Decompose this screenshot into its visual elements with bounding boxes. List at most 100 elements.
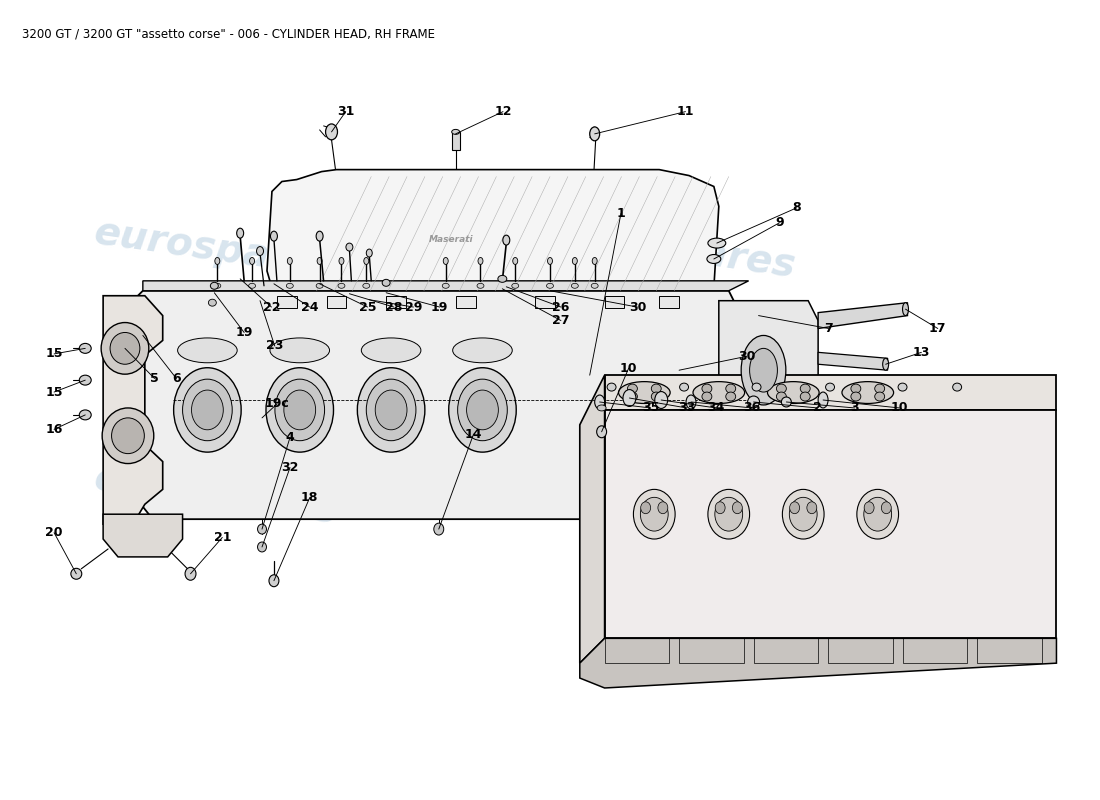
Text: 6: 6 bbox=[172, 372, 180, 385]
Polygon shape bbox=[327, 296, 346, 308]
Ellipse shape bbox=[800, 392, 811, 401]
Polygon shape bbox=[580, 638, 1056, 688]
Text: eurospares: eurospares bbox=[550, 213, 799, 285]
Ellipse shape bbox=[752, 383, 761, 391]
Polygon shape bbox=[103, 514, 183, 557]
Ellipse shape bbox=[826, 383, 835, 391]
Ellipse shape bbox=[79, 375, 91, 385]
Text: 3200 GT / 3200 GT "assetto corse" - 006 - CYLINDER HEAD, RH FRAME: 3200 GT / 3200 GT "assetto corse" - 006 … bbox=[22, 28, 434, 41]
Ellipse shape bbox=[287, 258, 293, 265]
Ellipse shape bbox=[680, 383, 689, 391]
Text: 11: 11 bbox=[676, 105, 694, 118]
Ellipse shape bbox=[257, 542, 266, 552]
Ellipse shape bbox=[702, 384, 712, 393]
Ellipse shape bbox=[597, 405, 606, 411]
Ellipse shape bbox=[345, 243, 353, 251]
Ellipse shape bbox=[547, 283, 553, 288]
Ellipse shape bbox=[433, 523, 443, 535]
Ellipse shape bbox=[618, 382, 670, 403]
Ellipse shape bbox=[864, 498, 892, 531]
Ellipse shape bbox=[236, 228, 243, 238]
Ellipse shape bbox=[715, 498, 742, 531]
Text: 10: 10 bbox=[620, 362, 637, 374]
Ellipse shape bbox=[693, 382, 745, 403]
Ellipse shape bbox=[286, 283, 294, 288]
Text: 20: 20 bbox=[45, 526, 63, 539]
Text: 23: 23 bbox=[266, 339, 284, 353]
Ellipse shape bbox=[442, 283, 449, 288]
Ellipse shape bbox=[686, 395, 696, 409]
Ellipse shape bbox=[364, 258, 368, 265]
Ellipse shape bbox=[503, 235, 509, 245]
Text: 15: 15 bbox=[45, 347, 63, 361]
Ellipse shape bbox=[627, 384, 637, 393]
Text: 18: 18 bbox=[301, 491, 318, 504]
Ellipse shape bbox=[477, 283, 484, 288]
Ellipse shape bbox=[623, 390, 636, 406]
Ellipse shape bbox=[708, 238, 726, 248]
Polygon shape bbox=[386, 296, 406, 308]
Ellipse shape bbox=[572, 258, 578, 265]
Text: 4: 4 bbox=[286, 431, 295, 444]
Ellipse shape bbox=[607, 383, 616, 391]
Polygon shape bbox=[605, 375, 1056, 410]
Ellipse shape bbox=[818, 392, 828, 408]
Ellipse shape bbox=[790, 498, 817, 531]
Ellipse shape bbox=[449, 368, 516, 452]
Ellipse shape bbox=[79, 343, 91, 354]
Text: 19: 19 bbox=[431, 301, 449, 314]
Ellipse shape bbox=[339, 258, 344, 265]
Text: 10: 10 bbox=[891, 402, 909, 414]
Ellipse shape bbox=[777, 392, 786, 401]
Ellipse shape bbox=[634, 490, 675, 539]
Ellipse shape bbox=[213, 283, 221, 288]
Text: 26: 26 bbox=[552, 301, 570, 314]
Ellipse shape bbox=[640, 502, 650, 514]
Ellipse shape bbox=[101, 322, 148, 374]
Polygon shape bbox=[605, 410, 1056, 638]
Ellipse shape bbox=[250, 258, 254, 265]
Ellipse shape bbox=[366, 379, 416, 441]
Polygon shape bbox=[133, 290, 734, 519]
Ellipse shape bbox=[185, 567, 196, 580]
Ellipse shape bbox=[733, 502, 742, 514]
Ellipse shape bbox=[640, 498, 668, 531]
Ellipse shape bbox=[466, 390, 498, 430]
Ellipse shape bbox=[452, 130, 460, 134]
Text: 33: 33 bbox=[678, 402, 695, 414]
Ellipse shape bbox=[790, 502, 800, 514]
Ellipse shape bbox=[781, 397, 791, 407]
Ellipse shape bbox=[458, 379, 507, 441]
Text: 19: 19 bbox=[235, 326, 253, 339]
Ellipse shape bbox=[702, 392, 712, 401]
Text: 31: 31 bbox=[337, 105, 354, 118]
Text: 34: 34 bbox=[707, 402, 725, 414]
Ellipse shape bbox=[590, 127, 600, 141]
Ellipse shape bbox=[79, 410, 91, 420]
Polygon shape bbox=[718, 301, 818, 440]
Text: eurospares: eurospares bbox=[91, 213, 340, 285]
Ellipse shape bbox=[110, 333, 140, 364]
Ellipse shape bbox=[902, 302, 909, 315]
Ellipse shape bbox=[375, 390, 407, 430]
Ellipse shape bbox=[865, 502, 874, 514]
Text: 2: 2 bbox=[813, 402, 822, 414]
Ellipse shape bbox=[512, 283, 519, 288]
Ellipse shape bbox=[453, 338, 513, 362]
Ellipse shape bbox=[249, 283, 255, 288]
Text: 30: 30 bbox=[629, 301, 646, 314]
Ellipse shape bbox=[316, 283, 323, 288]
Ellipse shape bbox=[266, 368, 333, 452]
Ellipse shape bbox=[726, 392, 736, 401]
Ellipse shape bbox=[270, 574, 279, 586]
Ellipse shape bbox=[807, 502, 817, 514]
Polygon shape bbox=[605, 296, 625, 308]
Polygon shape bbox=[659, 296, 679, 308]
Ellipse shape bbox=[595, 395, 605, 409]
Polygon shape bbox=[452, 132, 460, 150]
Text: 9: 9 bbox=[776, 216, 783, 230]
Ellipse shape bbox=[317, 258, 322, 265]
Ellipse shape bbox=[741, 335, 785, 405]
Text: 7: 7 bbox=[824, 322, 833, 335]
Text: 21: 21 bbox=[213, 531, 231, 544]
